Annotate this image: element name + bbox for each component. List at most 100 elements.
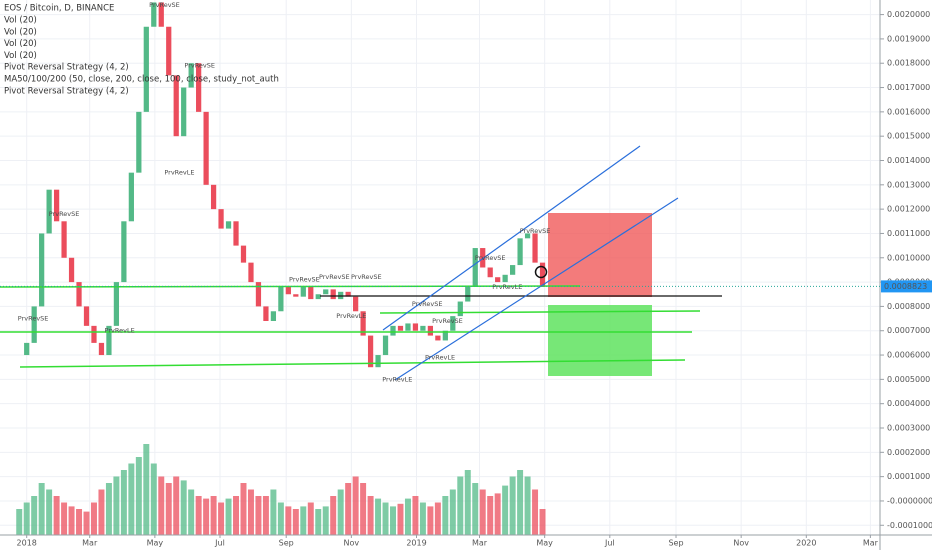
volume-bar bbox=[375, 498, 382, 535]
y-tick-label: 0.0019000 bbox=[887, 34, 930, 43]
annotation: PrvRevSE bbox=[289, 276, 320, 284]
x-tick-label: May bbox=[536, 539, 553, 548]
candle-body bbox=[495, 277, 501, 283]
candle-body bbox=[136, 111, 142, 173]
y-tick-label: 0.0005000 bbox=[887, 375, 930, 384]
annotation: PrvRevLE bbox=[382, 375, 412, 383]
volume-bar bbox=[442, 496, 449, 535]
x-tick-label: Jul bbox=[214, 539, 225, 548]
volume-bar bbox=[412, 496, 419, 535]
candle-body bbox=[83, 306, 90, 326]
volume-bar bbox=[23, 502, 30, 535]
legend-entry: Vol (20) bbox=[4, 51, 37, 61]
volume-bar bbox=[195, 496, 202, 535]
volume-bar bbox=[61, 502, 68, 535]
candle-body bbox=[510, 265, 516, 275]
candle-body bbox=[435, 335, 441, 341]
x-tick-label: Sep bbox=[668, 539, 683, 548]
volume-bar bbox=[307, 502, 314, 535]
channel-line bbox=[382, 145, 641, 331]
volume-bar bbox=[135, 457, 142, 535]
candle-body bbox=[53, 189, 60, 222]
volume-bar bbox=[98, 489, 105, 535]
candle-body bbox=[61, 221, 67, 258]
y-tick-label: 0.0006000 bbox=[887, 351, 930, 360]
y-tick-label: -0.0001000 bbox=[887, 521, 932, 530]
x-tick-label: Sep bbox=[279, 539, 294, 548]
candle-body bbox=[285, 286, 291, 295]
y-tick-label: 0.0020000 bbox=[887, 10, 930, 19]
drawings bbox=[0, 145, 722, 381]
volume-bar bbox=[434, 502, 441, 535]
volume-bar bbox=[277, 502, 284, 535]
candle-body bbox=[218, 209, 224, 229]
volume-bar bbox=[532, 489, 539, 535]
volume-bar bbox=[120, 470, 127, 535]
y-tick-label: 0.0014000 bbox=[887, 156, 930, 165]
volume-bar bbox=[427, 506, 434, 535]
volume-layer bbox=[16, 444, 546, 535]
x-tick-label: Nov bbox=[733, 539, 749, 548]
volume-bar bbox=[113, 476, 120, 535]
volume-bar bbox=[247, 489, 254, 535]
annotation: PrvRevSE bbox=[18, 315, 49, 323]
marker bbox=[534, 265, 548, 279]
time-axis-panel bbox=[0, 535, 880, 550]
x-tick-label: 2019 bbox=[406, 539, 426, 548]
volume-bar bbox=[315, 509, 322, 535]
volume-bar bbox=[494, 493, 501, 535]
annotation: PrvRevSE bbox=[184, 62, 215, 70]
y-tick-label: 0.0003000 bbox=[887, 424, 930, 433]
candle-body bbox=[487, 267, 493, 278]
x-tick-label: Jul bbox=[604, 539, 615, 548]
volume-bar bbox=[38, 483, 45, 535]
annotation: PrvRevLE bbox=[164, 169, 194, 177]
candle-body bbox=[315, 294, 321, 300]
legend-entry: Pivot Reversal Strategy (4, 2) bbox=[4, 86, 129, 96]
volume-bar bbox=[240, 483, 247, 535]
legend: EOS / Bitcoin, D, BINANCE Vol (20)Vol (2… bbox=[4, 4, 279, 97]
y-tick-label: 0.0010000 bbox=[887, 253, 930, 262]
candle-body bbox=[158, 2, 164, 27]
annotation: PrvRevSE bbox=[49, 210, 80, 218]
candle-body bbox=[98, 342, 105, 356]
volume-bar bbox=[419, 502, 426, 535]
x-tick-label: Mar bbox=[472, 539, 488, 548]
volume-bar bbox=[218, 502, 225, 535]
volume-bar bbox=[53, 496, 60, 535]
candle-body bbox=[240, 245, 247, 263]
candle-body bbox=[113, 282, 120, 326]
candle-body bbox=[442, 330, 448, 341]
candle-body bbox=[121, 221, 127, 283]
y-tick-label: -0.0000000 bbox=[887, 496, 932, 505]
annotation: PrvRevSE bbox=[475, 254, 506, 262]
legend-entry: Vol (20) bbox=[4, 27, 37, 37]
volume-bar bbox=[270, 489, 277, 535]
volume-bar bbox=[502, 485, 509, 535]
axes: 0.0020000 0.0019000 0.0018000 0.0017000 0.00… bbox=[0, 10, 932, 548]
volume-bar bbox=[46, 489, 53, 535]
candle-body bbox=[450, 316, 456, 331]
volume-bar bbox=[539, 509, 546, 535]
candle-body bbox=[367, 335, 374, 368]
volume-bar bbox=[285, 506, 292, 535]
candle-body bbox=[24, 342, 30, 356]
candle-body bbox=[225, 221, 232, 229]
candle-body bbox=[382, 335, 389, 356]
volume-bar bbox=[262, 496, 269, 535]
short-zone bbox=[548, 213, 652, 297]
y-tick-label: 0.0002000 bbox=[887, 448, 930, 457]
legend-entry: Vol (20) bbox=[4, 39, 37, 49]
volume-bar bbox=[233, 496, 240, 535]
candle-body bbox=[128, 172, 134, 222]
candle-body bbox=[390, 325, 396, 336]
volume-bar bbox=[105, 483, 112, 535]
legend-entry: Vol (20) bbox=[4, 16, 37, 26]
support-line bbox=[19, 359, 686, 368]
candle-body bbox=[233, 221, 239, 246]
candle-body bbox=[188, 63, 194, 88]
candle-body bbox=[524, 233, 531, 239]
volume-bar bbox=[150, 463, 157, 535]
volume-bar bbox=[173, 476, 180, 535]
